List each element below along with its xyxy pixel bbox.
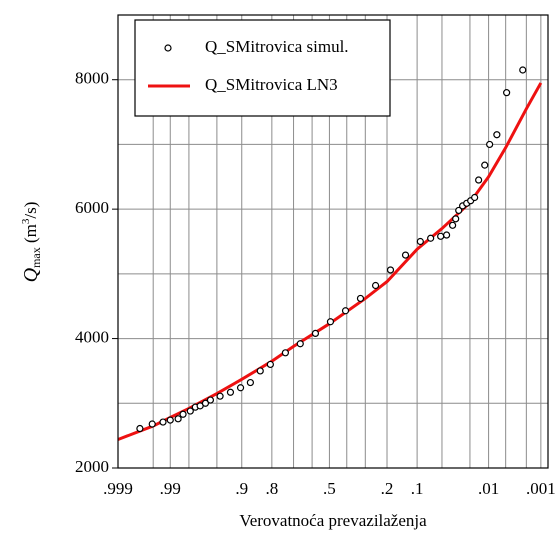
x-tick-label: .99 <box>160 479 181 498</box>
data-point <box>519 66 527 74</box>
data-point <box>186 407 194 415</box>
y-label-unit-end: /s) <box>21 202 40 219</box>
x-tick-label: .001 <box>526 479 556 498</box>
x-tick-label: .8 <box>265 479 278 498</box>
legend-box <box>134 19 391 117</box>
y-label-subscript: max <box>29 247 43 268</box>
data-point <box>311 329 320 337</box>
data-point <box>174 415 182 423</box>
legend-marker <box>164 44 172 52</box>
data-point <box>281 349 290 357</box>
x-tick-label: .01 <box>478 479 499 498</box>
data-point <box>236 384 245 392</box>
x-tick-label: .2 <box>381 479 394 498</box>
data-point <box>226 388 235 396</box>
data-point <box>455 206 463 215</box>
data-point <box>136 424 144 433</box>
data-point <box>216 392 224 400</box>
data-point <box>481 161 489 169</box>
y-tick-label: 8000 <box>75 69 109 88</box>
data-point <box>386 266 395 274</box>
data-point <box>341 307 350 315</box>
x-tick-label: .1 <box>411 479 424 498</box>
data-point <box>437 232 445 240</box>
y-axis-label: Qmax (m3/s) <box>20 202 43 283</box>
x-tick-label: .5 <box>323 479 336 498</box>
data-point <box>371 281 380 290</box>
data-point <box>452 215 460 223</box>
data-point <box>159 418 167 426</box>
legend: Q_SMitrovica simul. Q_SMitrovica LN3 <box>134 19 391 117</box>
data-point <box>266 360 274 369</box>
data-point <box>148 420 156 428</box>
y-tick-label: 4000 <box>75 327 109 346</box>
data-point <box>449 221 457 229</box>
data-point <box>206 396 215 404</box>
y-label-symbol: Q <box>20 267 42 282</box>
data-point <box>201 399 210 407</box>
x-tick-label: .999 <box>103 479 133 498</box>
legend-label: Q_SMitrovica simul. <box>205 37 349 56</box>
y-label-superscript: 3 <box>20 218 32 224</box>
data-point <box>475 176 483 184</box>
x-axis-label: Verovatnoća prevazilaženja <box>239 511 427 530</box>
data-point <box>356 294 365 303</box>
data-point <box>401 251 410 259</box>
data-point <box>296 340 304 348</box>
y-tick-label: 2000 <box>75 457 109 476</box>
data-point <box>166 416 174 424</box>
data-point <box>246 378 254 387</box>
legend-label: Q_SMitrovica LN3 <box>205 75 338 94</box>
data-point <box>326 318 335 326</box>
data-point <box>256 367 264 375</box>
data-point <box>179 410 187 418</box>
data-point <box>503 89 511 97</box>
data-point <box>493 131 501 139</box>
data-point <box>486 140 494 149</box>
data-point <box>471 193 479 202</box>
data-point <box>427 234 435 242</box>
x-tick-label: .9 <box>235 479 248 498</box>
y-tick-label: 6000 <box>75 198 109 217</box>
plot-frame <box>117 14 549 469</box>
data-point <box>442 231 451 239</box>
data-point <box>416 237 424 246</box>
y-label-unit: (m <box>21 224 40 247</box>
